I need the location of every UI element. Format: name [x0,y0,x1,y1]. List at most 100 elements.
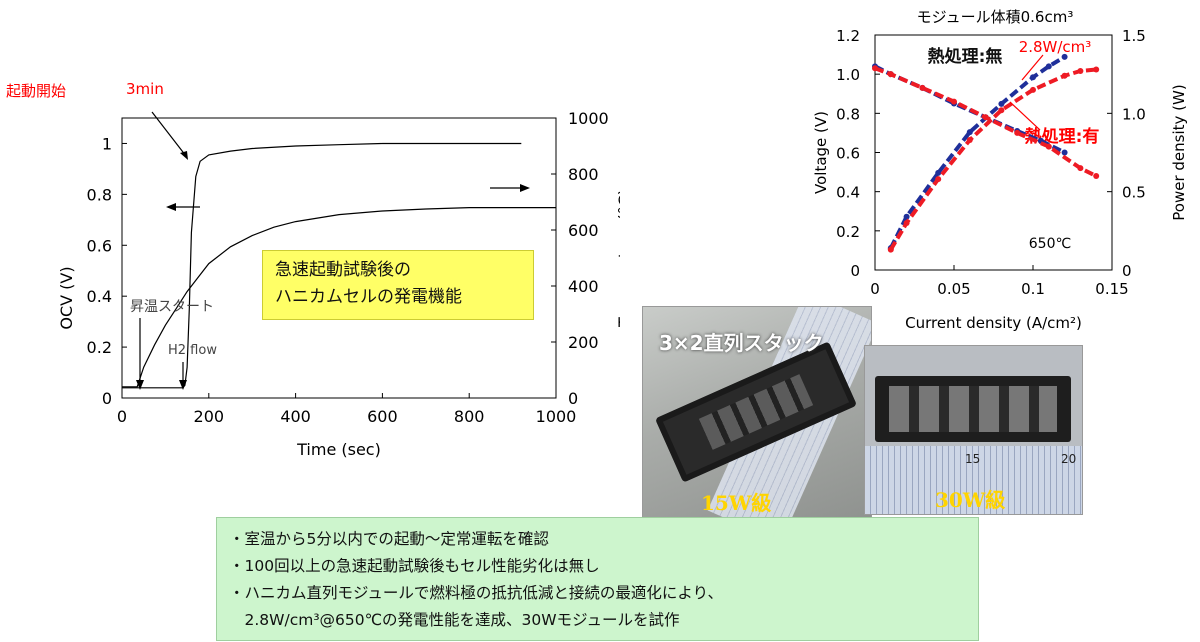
y-tick-label: 1 [102,134,112,153]
ruler-number: 15 [965,452,981,466]
summary-bullet: ・室温から5分以内での起動～定常運転を確認 [229,530,549,548]
y-tick-label: 1.0 [836,66,860,84]
y2-tick-label: 1.5 [1122,27,1146,45]
heat-start-label: 昇温スタート [130,299,214,315]
ruler-number: 20 [1061,452,1077,466]
y2-tick-label: 200 [568,333,599,352]
summary-box: ・室温から5分以内での起動～定常運転を確認 ・100回以上の急速起動試験後もセル… [216,517,979,641]
x-tick-label: 0 [870,280,880,298]
y2-tick-label: 0 [568,389,578,408]
left-axis-arrow-head [166,203,176,211]
temperature-line [122,207,556,388]
heat-treatment-yes-voltage-point [1014,129,1021,136]
heat-treatment-yes-power-point [1077,68,1084,75]
ruler-bottom [865,446,1082,514]
heat-treatment-yes-voltage-point [1045,143,1052,150]
y-tick-label: 0.8 [836,105,860,123]
h2-flow-label: H2 flow [168,343,217,358]
heat-treatment-yes-voltage-line [874,66,1098,178]
heat-treatment-none-power-point [903,213,910,220]
heat-treatment-yes-power-point [1030,86,1036,93]
heat-treatment-none-power-point [1045,63,1052,70]
heat-yes-arrow [1009,101,1041,131]
heat-treatment-yes-power-point [1093,66,1100,73]
y-tick-label: 0.6 [87,236,112,255]
stack-title: 3×2直列スタック [659,331,824,355]
power-density-label: 2.8W/cm³ [1019,38,1092,56]
y-tick-label: 0.8 [87,185,112,204]
heat-treatment-yes-voltage-point [951,98,957,105]
heat-treatment-yes-power-point [887,246,894,253]
heat-treatment-none-power-point [935,169,942,176]
y-axis-label: Voltage (V) [812,111,830,194]
y2-tick-label: 1.0 [1122,105,1146,123]
heat-treatment-yes-voltage-point [872,65,878,72]
y-tick-label: 0.2 [87,338,112,357]
x-tick-label: 600 [367,407,398,426]
heat-treatment-none-power-point [1030,74,1036,81]
y2-tick-label: 1000 [568,109,609,128]
heat-treatment-none-power-point [1061,53,1068,60]
plot-frame [121,117,557,399]
right-axis-arrow-head [520,184,530,192]
heat-treatment-none-voltage-line [874,64,1066,155]
heat-treatment-yes-voltage-point [887,71,894,78]
time-arrow [151,111,187,157]
summary-bullet: ・100回以上の急速起動試験後もセル性能劣化は無し [229,557,600,575]
y2-tick-label: 0 [1122,262,1132,280]
power-label-arrow [1021,54,1044,81]
y2-axis-label: Power density (W) [1170,84,1188,220]
info-box-line: 急速起動試験後の [275,260,411,280]
caption-15w: 15W級 [701,491,772,515]
time-arrow-head [180,151,188,160]
info-box: 急速起動試験後の ハニカムセルの発電機能 [262,250,534,320]
x-tick-label: 400 [280,407,311,426]
x-tick-label: 0.1 [1021,280,1045,298]
y-tick-label: 0 [102,389,112,408]
heat-treatment-yes-power-point [903,220,910,226]
heat-treatment-yes-voltage-point [919,84,926,91]
chart-title: モジュール体積0.6cm³ [917,8,1074,26]
x-tick-label: 800 [454,407,485,426]
y2-axis-label: Temperature (°C) [615,189,620,328]
y-tick-label: 0.2 [836,223,860,241]
series-label-yes: 熱処理:有 [1025,126,1100,147]
ocv-temperature-chart: 0 200 400 600 800 100000.20.40.60.81020040060… [57,109,620,459]
ocv-line [122,142,522,389]
x-tick-label: 1000 [536,407,577,426]
time-label: 3min [126,80,164,98]
heat-treatment-yes-power-line [889,67,1097,251]
y-tick-label: 0 [850,262,860,280]
heat-treatment-yes-power-point [966,136,973,143]
temperature-label: 650℃ [1029,236,1071,252]
stack-body-30w [875,376,1071,442]
x-tick-label: 0.15 [1095,280,1128,298]
stack-photo-30w: 15 20 30W級 [864,345,1083,515]
h2-arrow-head [179,380,187,390]
y-tick-label: 1.2 [836,27,860,45]
heat-treatment-yes-voltage-point [1093,173,1100,179]
x-tick-label: 0 [117,407,127,426]
heat-treatment-yes-power-point [998,107,1005,114]
heat-start-arrow-head [136,380,144,390]
heat-treatment-yes-power-point [1061,72,1068,79]
y-tick-label: 0.4 [87,287,112,306]
y-tick-label: 0.4 [836,184,860,202]
x-tick-label: 0.05 [937,280,970,298]
y2-tick-label: 600 [568,221,599,240]
y-axis-label: OCV (V) [57,266,76,329]
series-label-none: 熱処理:無 [928,46,1003,67]
y2-tick-label: 0.5 [1122,184,1146,202]
x-axis-label: Current density (A/cm²) [905,314,1082,332]
stack-photo-15w: 3×2直列スタック 15W級 [642,306,872,520]
heat-treatment-yes-voltage-point [982,114,989,121]
start-label: 起動開始 [6,82,67,100]
y-tick-label: 0.6 [836,145,860,163]
heat-treatment-yes-voltage-point [1077,165,1084,172]
info-box-line: ハニカムセルの発電機能 [275,287,462,307]
y2-tick-label: 400 [568,277,599,296]
caption-30w: 30W級 [935,488,1006,512]
y2-tick-label: 800 [568,165,599,184]
heat-treatment-none-power-point [998,100,1005,107]
summary-bullet: ・ハニカム直列モジュールで燃料極の抵抗低減と接続の最適化により、 [229,584,723,602]
